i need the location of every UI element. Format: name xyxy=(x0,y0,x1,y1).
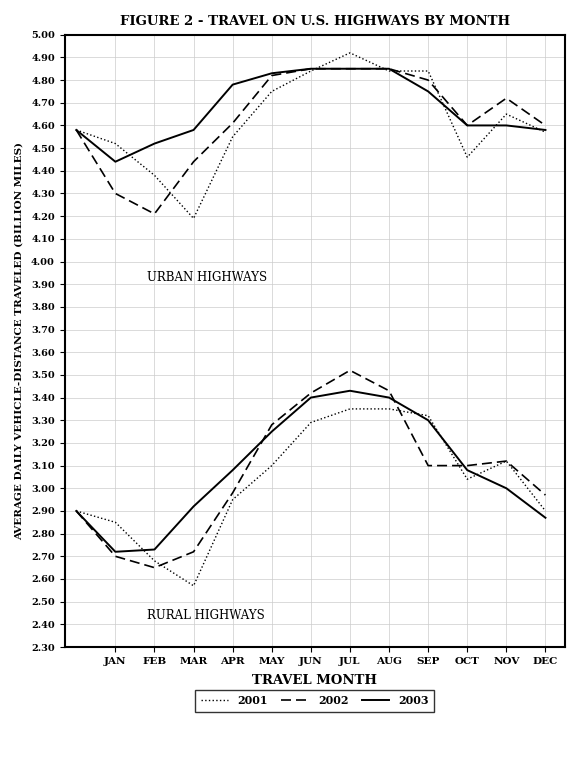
Legend: 2001, 2002, 2003: 2001, 2002, 2003 xyxy=(195,690,434,712)
X-axis label: TRAVEL MONTH: TRAVEL MONTH xyxy=(252,674,377,687)
Y-axis label: AVERAGE DAILY VEHICLE-DISTANCE TRAVELED (BILLION MILES): AVERAGE DAILY VEHICLE-DISTANCE TRAVELED … xyxy=(15,142,24,540)
Text: URBAN HIGHWAYS: URBAN HIGHWAYS xyxy=(147,271,267,284)
Text: RURAL HIGHWAYS: RURAL HIGHWAYS xyxy=(147,609,264,621)
Title: FIGURE 2 - TRAVEL ON U.S. HIGHWAYS BY MONTH: FIGURE 2 - TRAVEL ON U.S. HIGHWAYS BY MO… xyxy=(119,15,510,28)
